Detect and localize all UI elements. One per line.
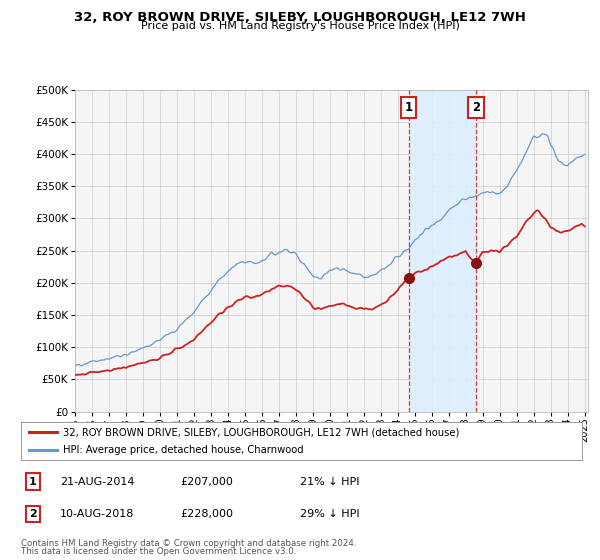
Text: 2: 2 [472, 101, 480, 114]
Text: HPI: Average price, detached house, Charnwood: HPI: Average price, detached house, Char… [63, 445, 304, 455]
Text: £228,000: £228,000 [180, 509, 233, 519]
Text: Contains HM Land Registry data © Crown copyright and database right 2024.: Contains HM Land Registry data © Crown c… [21, 539, 356, 548]
Bar [409, 90, 476, 412]
Text: Price paid vs. HM Land Registry's House Price Index (HPI): Price paid vs. HM Land Registry's House … [140, 21, 460, 31]
Text: This data is licensed under the Open Government Licence v3.0.: This data is licensed under the Open Gov… [21, 547, 296, 556]
Text: 21% ↓ HPI: 21% ↓ HPI [300, 477, 359, 487]
Text: 21-AUG-2014: 21-AUG-2014 [60, 477, 134, 487]
Text: 1: 1 [29, 477, 37, 487]
Text: 29% ↓ HPI: 29% ↓ HPI [300, 509, 359, 519]
Text: 2: 2 [29, 509, 37, 519]
Text: 10-AUG-2018: 10-AUG-2018 [60, 509, 134, 519]
Text: 1: 1 [404, 101, 413, 114]
Text: £207,000: £207,000 [180, 477, 233, 487]
Text: 32, ROY BROWN DRIVE, SILEBY, LOUGHBOROUGH, LE12 7WH (detached house): 32, ROY BROWN DRIVE, SILEBY, LOUGHBOROUG… [63, 427, 460, 437]
Text: 32, ROY BROWN DRIVE, SILEBY, LOUGHBOROUGH, LE12 7WH: 32, ROY BROWN DRIVE, SILEBY, LOUGHBOROUG… [74, 11, 526, 24]
